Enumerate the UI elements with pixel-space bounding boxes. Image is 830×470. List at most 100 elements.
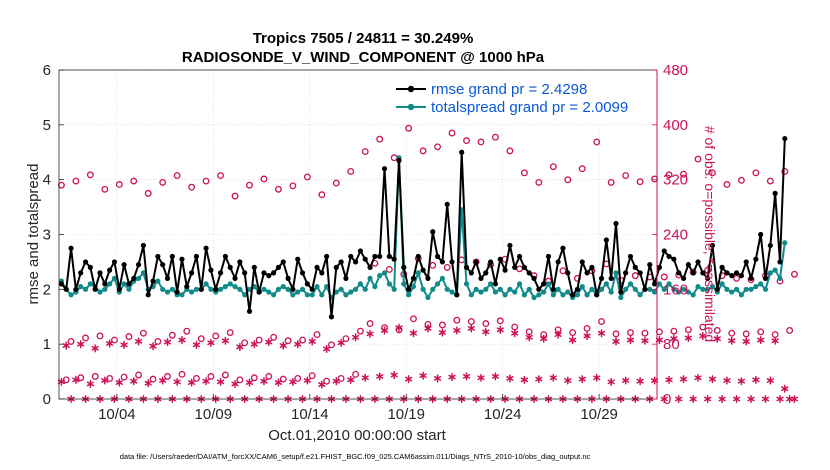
rmse-point	[338, 259, 344, 265]
totalspread-point	[367, 275, 373, 281]
totalspread-point	[536, 292, 542, 298]
rmse-point	[256, 289, 262, 295]
totalspread-point	[357, 281, 364, 287]
totalspread-point	[680, 286, 687, 292]
rmse-point	[169, 253, 175, 260]
totalspread-point	[444, 286, 450, 292]
rmse-point	[449, 259, 455, 265]
possible-obs-marker	[111, 336, 118, 344]
possible-obs-marker	[313, 331, 321, 339]
possible-obs-marker	[366, 320, 374, 328]
asterisk-stroke	[86, 381, 94, 387]
possible-obs-marker	[173, 172, 181, 180]
totalspread-point	[613, 270, 619, 276]
assimilated-obs-marker	[86, 379, 94, 388]
assimilated-obs-marker	[72, 375, 80, 384]
rmse-point	[516, 253, 523, 260]
totalspread-point	[724, 286, 730, 292]
rmse-point	[719, 264, 725, 270]
possible-obs-marker	[622, 172, 630, 180]
rmse-point	[189, 270, 195, 276]
asterisk-stroke	[91, 345, 99, 351]
totalspread-point	[102, 286, 108, 292]
assimilated-obs-marker	[250, 340, 258, 349]
rmse-point	[381, 166, 388, 172]
possible-obs-marker	[265, 372, 273, 380]
totalspread-point	[647, 286, 653, 292]
possible-obs-marker	[299, 336, 306, 344]
rmse-point	[560, 245, 566, 251]
rmse-point	[738, 273, 744, 279]
asterisk-stroke	[593, 375, 601, 381]
totalspread-point	[478, 289, 484, 295]
y2-tick-label: 320	[663, 172, 688, 189]
possible-obs-marker	[115, 181, 123, 188]
asterisk-stroke	[535, 376, 543, 382]
asterisk-stroke	[766, 378, 774, 383]
legend-rmse-label: rmse grand pr = 2.4298	[431, 81, 587, 98]
totalspread-point	[651, 289, 658, 295]
possible-obs-marker	[159, 178, 167, 186]
totalspread-point	[203, 281, 209, 287]
rmse-point	[598, 275, 605, 281]
rmse-point	[671, 256, 677, 262]
assimilated-obs-marker	[732, 394, 741, 404]
assimilated-obs-marker	[106, 339, 114, 348]
possible-obs-marker	[438, 321, 446, 329]
rmse-point	[762, 275, 769, 281]
totalspread-point	[541, 289, 547, 295]
totalspread-point	[603, 281, 609, 287]
rmse-point	[271, 270, 277, 276]
asterisk-stroke	[467, 326, 475, 331]
assimilated-obs-marker	[655, 336, 664, 345]
rmse-point	[521, 264, 527, 270]
rmse-point	[488, 259, 494, 265]
totalspread-point	[406, 292, 412, 298]
possible-obs-marker	[627, 329, 634, 336]
rmse-point	[705, 275, 711, 281]
rmse-point	[184, 283, 190, 290]
y-tick-label: 4	[43, 172, 51, 189]
totalspread-point	[381, 270, 388, 276]
asterisk-stroke	[496, 327, 504, 333]
assimilated-obs-marker	[675, 394, 683, 404]
asterisk-stroke	[482, 329, 490, 335]
assimilated-obs-marker	[149, 342, 157, 351]
possible-obs-marker	[506, 147, 514, 155]
rmse-point	[343, 275, 349, 281]
totalspread-point	[705, 286, 711, 292]
possible-obs-marker	[699, 323, 707, 331]
rmse-point	[73, 286, 79, 292]
totalspread-point	[574, 292, 581, 298]
asterisk-stroke	[216, 379, 225, 385]
assimilated-obs-marker	[289, 377, 297, 386]
possible-obs-marker	[154, 337, 162, 345]
assimilated-obs-marker	[130, 377, 138, 386]
assimilated-obs-marker	[221, 336, 229, 345]
asterisk-stroke	[612, 339, 620, 344]
totalspread-point	[377, 273, 383, 279]
rmse-point	[430, 229, 436, 235]
rmse-point	[251, 264, 257, 270]
rmse-point	[637, 270, 643, 276]
asterisk-stroke	[366, 331, 374, 337]
totalspread-point	[362, 286, 368, 292]
assimilated-obs-marker	[467, 324, 475, 333]
totalspread-point	[545, 281, 552, 287]
assimilated-obs-marker	[144, 379, 152, 388]
totalspread-point	[449, 289, 455, 295]
rmse-point	[444, 201, 450, 207]
assimilated-obs-marker	[626, 336, 635, 345]
totalspread-point	[68, 292, 74, 298]
totalspread-point	[155, 278, 161, 284]
rmse-point	[372, 253, 378, 260]
possible-obs-marker	[284, 337, 292, 345]
totalspread-point	[690, 292, 696, 298]
possible-obs-marker	[279, 375, 287, 383]
asterisk-stroke	[694, 375, 702, 381]
assimilated-obs-marker	[554, 330, 562, 339]
assimilated-obs-marker	[405, 375, 413, 384]
asterisk-stroke	[409, 330, 418, 336]
totalspread-point	[82, 286, 89, 292]
totalspread-point	[78, 283, 84, 290]
